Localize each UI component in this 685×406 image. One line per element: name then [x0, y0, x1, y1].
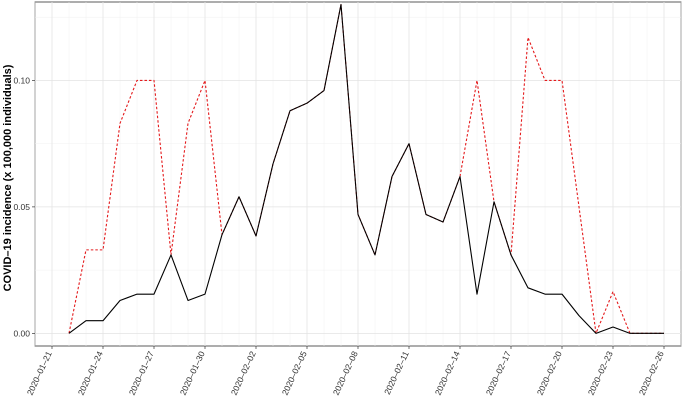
y-tick-label: 0.05 — [13, 202, 30, 212]
x-tick-label: 2020–02–26 — [637, 349, 666, 396]
x-tick-label: 2020–02–05 — [280, 349, 309, 396]
y-tick-label: 0.00 — [13, 328, 30, 338]
x-tick-label: 2020–02–17 — [484, 349, 513, 396]
x-tick-label: 2020–02–14 — [433, 349, 462, 396]
grid-lines — [34, 2, 682, 346]
x-tick-label: 2020–02–08 — [331, 349, 360, 396]
y-tick-label: 0.10 — [13, 75, 30, 85]
x-axis: 2020–01–21 2020–01–24 2020–01–27 2020–01–30… — [25, 346, 666, 397]
x-tick-label: 2020–02–02 — [229, 349, 258, 396]
series-line-solid-black — [68, 3, 664, 334]
y-axis-title: COVID–19 incidence (x 100,000 individual… — [2, 64, 14, 291]
x-tick-label: 2020–01–24 — [76, 349, 105, 396]
y-axis: 0.00 0.05 0.10 — [13, 75, 35, 338]
x-tick-label: 2020–01–27 — [127, 349, 156, 396]
x-tick-label: 2020–01–21 — [25, 349, 54, 396]
series-layer — [68, 3, 664, 334]
x-tick-label: 2020–02–20 — [535, 349, 564, 396]
x-tick-label: 2020–01–30 — [178, 349, 207, 396]
x-tick-label: 2020–02–11 — [382, 349, 411, 396]
x-tick-label: 2020–02–23 — [586, 349, 615, 396]
